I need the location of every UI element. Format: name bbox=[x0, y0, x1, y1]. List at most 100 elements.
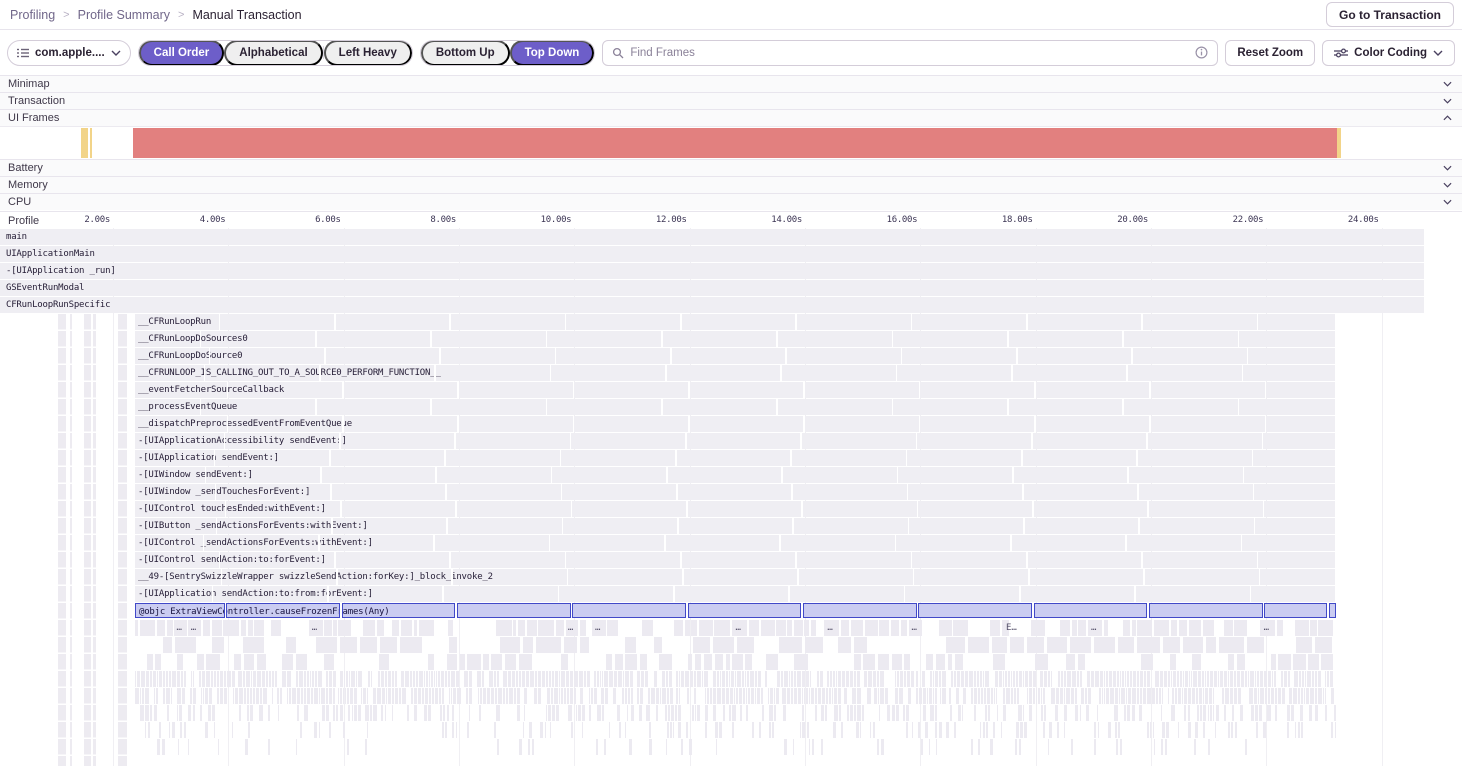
section-header-transaction[interactable]: Transaction bbox=[0, 92, 1462, 109]
frame-segment[interactable] bbox=[958, 705, 962, 721]
stack-frame-row[interactable]: __processEventQueue__processEventQueue__… bbox=[135, 399, 1337, 415]
frame-segment[interactable] bbox=[1284, 671, 1288, 687]
frame-segment[interactable] bbox=[142, 688, 145, 704]
frame-segment[interactable] bbox=[928, 739, 931, 755]
frame-segment[interactable] bbox=[722, 705, 726, 721]
frame-segment[interactable] bbox=[526, 620, 537, 636]
frame-segment[interactable] bbox=[1198, 688, 1202, 704]
frame-segment[interactable] bbox=[681, 739, 684, 755]
frame-segment[interactable] bbox=[1271, 671, 1274, 687]
frame-segment[interactable] bbox=[732, 705, 736, 721]
frame-segment[interactable] bbox=[566, 671, 569, 687]
frame-segment[interactable]: __CFRUNLOOP_IS_CALLING_OUT_TO_A_SOURCE0_… bbox=[551, 365, 666, 381]
frame-segment[interactable] bbox=[702, 671, 704, 687]
frame-segment[interactable] bbox=[497, 671, 500, 687]
frame-segment[interactable] bbox=[726, 671, 728, 687]
frame-segment[interactable] bbox=[1096, 705, 1098, 721]
frame-segment[interactable] bbox=[974, 688, 978, 704]
frame-segment[interactable] bbox=[684, 620, 690, 636]
frame-segment[interactable] bbox=[907, 671, 911, 687]
frame-segment[interactable] bbox=[1099, 688, 1101, 704]
frame-segment[interactable] bbox=[669, 688, 673, 704]
frame-segment[interactable] bbox=[1188, 722, 1191, 738]
frame-segment[interactable] bbox=[540, 722, 544, 738]
frame-segment[interactable] bbox=[459, 654, 465, 670]
frame-segment[interactable] bbox=[613, 671, 617, 687]
frame-segment[interactable] bbox=[1301, 722, 1303, 738]
frame-segment[interactable] bbox=[296, 705, 299, 721]
frame-segment[interactable] bbox=[1185, 671, 1188, 687]
frame-segment[interactable] bbox=[1020, 722, 1023, 738]
frame-segment[interactable] bbox=[704, 722, 707, 738]
frame-segment[interactable] bbox=[234, 654, 242, 670]
frame-segment[interactable] bbox=[880, 739, 884, 755]
frame-segment[interactable] bbox=[689, 739, 693, 755]
frame-segment[interactable] bbox=[1060, 688, 1064, 704]
frame-segment[interactable] bbox=[980, 688, 984, 704]
frame-segment[interactable]: __CFRunLoopRun bbox=[912, 314, 1027, 330]
frame-segment[interactable]: -[UIControl touchesEnded:withEvent:] bbox=[802, 501, 917, 517]
frame-segment[interactable] bbox=[1087, 620, 1103, 636]
frame-segment[interactable] bbox=[355, 671, 358, 687]
frame-segment[interactable] bbox=[978, 688, 980, 704]
stack-frame-row[interactable]: __CFRunLoopDoSource0 __CFRunLoopDoSource0… bbox=[135, 348, 1337, 364]
frame-segment[interactable] bbox=[183, 671, 186, 687]
frame-segment[interactable]: __CFRunLoopDoSource0 bbox=[325, 348, 440, 364]
frame-segment[interactable] bbox=[434, 671, 436, 687]
frame-segment[interactable] bbox=[1169, 654, 1176, 670]
frame-segment[interactable] bbox=[842, 671, 845, 687]
frame-segment[interactable] bbox=[249, 688, 252, 704]
frame-segment[interactable] bbox=[581, 705, 586, 721]
frame-segment[interactable]: -[UIButton _sendActionsForEvents:withEve… bbox=[217, 518, 332, 534]
frame-segment[interactable] bbox=[480, 688, 483, 704]
frame-segment[interactable] bbox=[627, 688, 630, 704]
frame-segment[interactable] bbox=[1233, 688, 1238, 704]
frame-segment[interactable] bbox=[1005, 688, 1010, 704]
frame-segment[interactable] bbox=[630, 688, 633, 704]
frame-segment[interactable] bbox=[749, 671, 754, 687]
frame-segment[interactable] bbox=[748, 620, 760, 636]
frame-segment[interactable] bbox=[325, 705, 329, 721]
frame-segment[interactable] bbox=[578, 705, 581, 721]
frame-segment[interactable] bbox=[569, 671, 574, 687]
frame-segment[interactable] bbox=[1223, 705, 1226, 721]
frame-segment[interactable] bbox=[601, 705, 604, 721]
frame-segment[interactable]: -[UIApplicationAccessibility sendEvent:] bbox=[225, 433, 340, 449]
frame-segment[interactable] bbox=[819, 671, 823, 687]
frame-segment[interactable] bbox=[214, 671, 217, 687]
frame-segment[interactable]: -[UIButton _sendActionsForEvents:withEve… bbox=[678, 518, 793, 534]
frame-segment[interactable] bbox=[385, 688, 387, 704]
frame-segment[interactable] bbox=[217, 671, 219, 687]
frame-segment[interactable] bbox=[558, 688, 561, 704]
frame-segment[interactable] bbox=[546, 671, 548, 687]
frame-segment[interactable] bbox=[821, 688, 826, 704]
frame-segment[interactable]: -[UIControl _sendActionsForEvents:withEv… bbox=[135, 535, 203, 551]
frame-segment[interactable] bbox=[267, 739, 271, 755]
stack-frame-row[interactable]: -[UIButton _sendActionsForEvents:withEve… bbox=[135, 518, 1337, 534]
frame-segment[interactable] bbox=[1047, 739, 1049, 755]
frame-segment[interactable]: -[UIApplication sendAction:to:from:forEv… bbox=[213, 586, 328, 602]
frame-segment[interactable] bbox=[926, 688, 928, 704]
frame-segment[interactable] bbox=[676, 671, 678, 687]
frame-segment[interactable] bbox=[1009, 637, 1024, 653]
frame-segment[interactable] bbox=[451, 722, 455, 738]
frame-segment[interactable]: __CFRunLoopDoSource0 bbox=[556, 348, 671, 364]
frame-segment[interactable] bbox=[428, 688, 432, 704]
frame-segment[interactable] bbox=[332, 671, 337, 687]
frame-segment[interactable] bbox=[713, 671, 716, 687]
frame-segment[interactable] bbox=[1228, 722, 1230, 738]
frame-segment[interactable] bbox=[899, 688, 903, 704]
frame-segment[interactable] bbox=[921, 739, 923, 755]
frame-segment[interactable] bbox=[854, 705, 856, 721]
frame-segment[interactable] bbox=[894, 688, 899, 704]
minor-call-stack-column[interactable] bbox=[118, 314, 127, 766]
frame-segment[interactable]: -[UIApplicationAccessibility sendEvent:] bbox=[686, 433, 801, 449]
frame-segment[interactable] bbox=[1049, 722, 1052, 738]
frame-segment[interactable] bbox=[518, 654, 533, 670]
frame-segment[interactable]: -[UIControl touchesEnded:withEvent:] bbox=[1148, 501, 1263, 517]
